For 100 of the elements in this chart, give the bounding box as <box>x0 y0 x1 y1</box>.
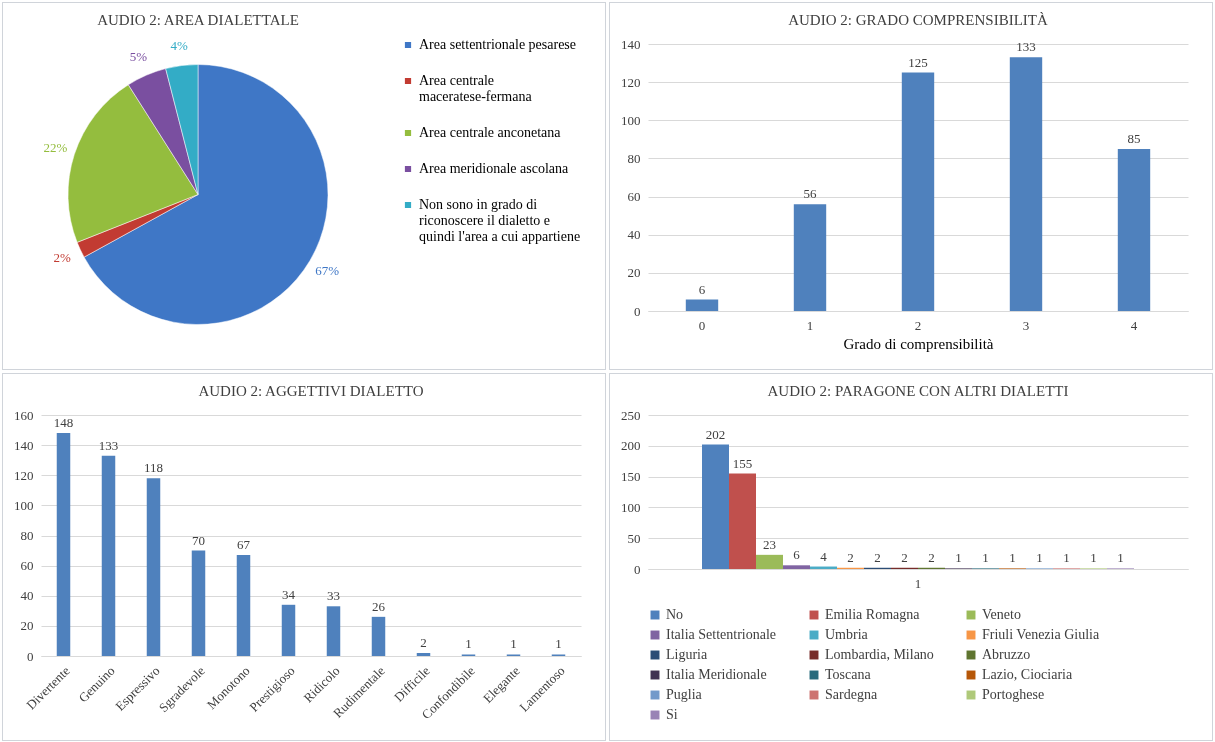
x-tick-label: 4 <box>1130 317 1138 333</box>
y-tick-label: 140 <box>14 437 34 453</box>
bar <box>1009 57 1043 311</box>
chart-title: AUDIO 2: PARAGONE CON ALTRI DIALETTI <box>767 383 1069 399</box>
y-tick-label: 0 <box>634 561 641 577</box>
data-label: 5% <box>129 48 148 64</box>
data-label: 33 <box>327 588 340 604</box>
y-tick-label: 100 <box>621 499 641 515</box>
legend-label: Sardegna <box>825 687 878 702</box>
data-label: 70 <box>192 532 205 548</box>
y-tick-label: 80 <box>627 150 641 166</box>
data-label: 1 <box>555 636 562 652</box>
data-label: 1 <box>465 636 472 652</box>
y-tick-label: 200 <box>621 438 641 454</box>
data-label: 118 <box>143 460 164 476</box>
data-label: 202 <box>705 426 726 442</box>
data-label: 2 <box>874 549 881 565</box>
legend-label: Lombardia, Milano <box>825 647 934 662</box>
data-label: 23 <box>763 536 776 552</box>
x-tick-label: 3 <box>1022 317 1030 333</box>
bar <box>416 652 431 656</box>
y-tick-label: 20 <box>20 618 34 634</box>
bar <box>326 606 341 656</box>
data-label: 125 <box>908 54 928 70</box>
bar <box>101 455 116 656</box>
legend-label: Puglia <box>666 687 703 702</box>
bar <box>729 473 756 569</box>
data-label: 2 <box>928 549 935 565</box>
data-label: 34 <box>282 586 296 602</box>
data-label: 2 <box>847 549 854 565</box>
y-tick-label: 120 <box>621 74 641 90</box>
y-tick-label: 140 <box>621 36 641 52</box>
data-label: 1 <box>1063 550 1070 566</box>
data-label: 67% <box>315 262 340 278</box>
bar <box>1117 148 1151 311</box>
data-label: 2% <box>53 250 72 266</box>
bar <box>756 554 783 569</box>
data-label: 6 <box>698 281 706 297</box>
legend-label: Abruzzo <box>982 647 1031 662</box>
data-label: 6 <box>793 547 801 563</box>
y-tick-label: 120 <box>14 467 34 483</box>
y-tick-label: 50 <box>627 530 641 546</box>
legend-label: Area settentrionale pesarese <box>419 37 577 52</box>
data-label: 1 <box>510 636 517 652</box>
bar <box>56 433 71 656</box>
data-label: 85 <box>1127 130 1141 146</box>
legend-label: Lazio, Ciociaria <box>982 667 1073 682</box>
y-tick-label: 60 <box>20 558 34 574</box>
legend-label: Friuli Venezia Giulia <box>982 627 1100 642</box>
data-label: 155 <box>732 455 753 471</box>
y-tick-label: 100 <box>621 112 641 128</box>
data-label: 1 <box>1009 550 1016 566</box>
legend-label: Portoghese <box>982 687 1045 702</box>
x-tick-label: 2 <box>914 317 922 333</box>
bar <box>371 616 386 656</box>
y-tick-label: 150 <box>621 469 641 485</box>
legend-label: Emilia Romagna <box>825 607 921 622</box>
data-label: 4% <box>170 37 189 53</box>
data-label: 2 <box>420 634 427 650</box>
chart-title: AUDIO 2: GRADO COMPRENSIBILITÀ <box>788 12 1048 28</box>
bar <box>281 604 296 656</box>
y-tick-label: 40 <box>627 227 641 243</box>
legend-label: Toscana <box>825 667 872 682</box>
legend-label: Area meridionale ascolana <box>419 161 570 176</box>
x-tick-label: 0 <box>698 317 706 333</box>
data-label: 1 <box>1090 550 1097 566</box>
x-tick-label: 1 <box>806 317 814 333</box>
data-label: 67 <box>237 537 251 553</box>
x-axis-title: Grado di comprensibilità <box>843 335 994 352</box>
y-tick-label: 40 <box>20 588 34 604</box>
bar <box>901 72 935 311</box>
legend-label: Non sono in grado di riconoscere il dialetto e quindi l'area a cui appartiene <box>419 197 581 244</box>
data-label: 4 <box>820 548 828 564</box>
data-label: 1 <box>955 550 962 566</box>
y-tick-label: 60 <box>627 189 641 205</box>
data-label: 26 <box>372 598 386 614</box>
legend-label: Italia Settentrionale <box>666 627 777 642</box>
chart-title: AUDIO 2: AGGETTIVI DIALETTO <box>198 383 424 399</box>
legend-label: Italia Meridionale <box>666 667 767 682</box>
data-label: 133 <box>1016 39 1036 55</box>
data-label: 2 <box>901 549 908 565</box>
bar <box>685 299 719 311</box>
bar <box>236 555 251 656</box>
bar <box>191 550 206 656</box>
y-tick-label: 0 <box>27 648 34 664</box>
bar <box>783 565 810 569</box>
legend-label: Umbria <box>825 627 869 642</box>
chart-title: AUDIO 2: AREA DIALETTALE <box>97 12 299 28</box>
y-tick-label: 160 <box>14 407 34 423</box>
data-label: 1 <box>1117 550 1124 566</box>
data-label: 56 <box>803 186 817 202</box>
data-label: 148 <box>53 415 74 431</box>
legend-label: Area centrale maceratese-fermana <box>419 73 533 104</box>
data-label: 1 <box>1036 550 1043 566</box>
y-tick-label: 100 <box>14 497 34 513</box>
y-tick-label: 0 <box>634 303 641 319</box>
bar <box>702 444 729 569</box>
y-tick-label: 250 <box>621 407 641 423</box>
legend-label: Veneto <box>982 607 1021 622</box>
legend-label: Area centrale anconetana <box>419 125 562 140</box>
